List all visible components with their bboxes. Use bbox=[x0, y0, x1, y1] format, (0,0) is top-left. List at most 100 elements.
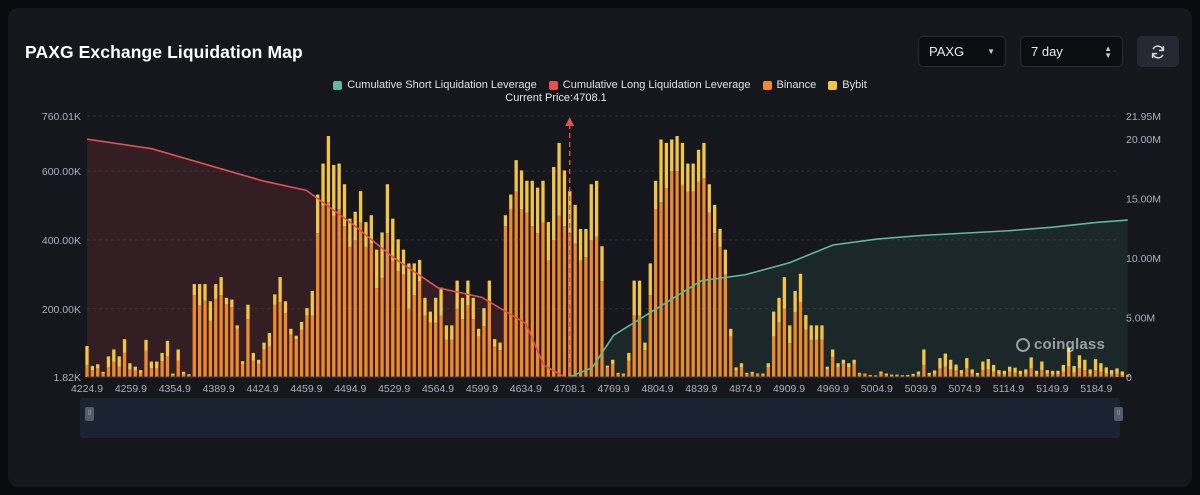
x-tick-label: 5074.9 bbox=[949, 383, 981, 395]
x-tick-label: 4494.9 bbox=[334, 383, 366, 395]
bar-binance bbox=[932, 373, 937, 377]
bar-binance bbox=[804, 329, 808, 377]
bar-binance bbox=[385, 233, 390, 377]
bar-bybit bbox=[761, 373, 765, 375]
bar-bybit bbox=[1002, 370, 1007, 375]
bar-binance bbox=[106, 367, 111, 377]
bar-binance bbox=[594, 236, 599, 377]
bar-bybit bbox=[1056, 370, 1060, 375]
symbol-select-value: PAXG bbox=[929, 44, 965, 59]
bar-bybit bbox=[868, 374, 872, 376]
bar-binance bbox=[723, 274, 728, 377]
bar-binance bbox=[310, 315, 314, 377]
bar-bybit bbox=[771, 311, 776, 337]
bar-bybit bbox=[1067, 347, 1071, 367]
bar-bybit bbox=[246, 304, 250, 320]
scroller-right-handle[interactable]: ll bbox=[1114, 407, 1123, 421]
bar-bybit bbox=[573, 204, 577, 244]
bar-bybit bbox=[932, 370, 937, 374]
bar-bybit bbox=[149, 361, 154, 369]
bar-bybit bbox=[605, 365, 610, 368]
legend-label: Binance bbox=[776, 79, 817, 91]
time-range-select[interactable]: 7 day ▲ ▼ bbox=[1020, 36, 1123, 67]
symbol-select[interactable]: PAXG ▼ bbox=[918, 36, 1006, 67]
bar-bybit bbox=[1024, 369, 1028, 374]
bar-bybit bbox=[755, 373, 760, 375]
bar-bybit bbox=[584, 228, 588, 258]
bar-bybit bbox=[621, 373, 626, 375]
bar-binance bbox=[884, 375, 888, 377]
bar-bybit bbox=[562, 170, 567, 227]
bar-bybit bbox=[498, 342, 502, 351]
bar-bybit bbox=[670, 139, 674, 172]
bar-binance bbox=[691, 191, 695, 377]
bar-binance bbox=[283, 312, 288, 377]
legend-item-short-leverage[interactable]: Cumulative Short Liquidation Leverage bbox=[333, 77, 537, 93]
bar-bybit bbox=[117, 356, 121, 367]
legend-item-binance[interactable]: Binance bbox=[762, 77, 817, 93]
legend-swatch bbox=[828, 80, 838, 90]
bar-binance bbox=[1083, 370, 1087, 377]
legend-label: Cumulative Short Liquidation Leverage bbox=[347, 79, 537, 91]
bar-binance bbox=[316, 233, 320, 377]
bar-binance bbox=[160, 361, 164, 377]
bar-binance bbox=[460, 319, 465, 377]
bar-binance bbox=[1099, 371, 1103, 377]
bar-bybit bbox=[729, 328, 733, 337]
bar-bybit bbox=[138, 370, 143, 373]
bar-bybit bbox=[230, 299, 234, 308]
scroller-left-handle[interactable]: ll bbox=[85, 407, 94, 421]
bar-binance bbox=[391, 260, 395, 377]
bar-bybit bbox=[316, 194, 320, 234]
bar-binance bbox=[1045, 373, 1049, 377]
bar-bybit bbox=[332, 164, 336, 216]
bar-bybit bbox=[659, 139, 663, 203]
bar-binance bbox=[380, 277, 384, 377]
bar-binance bbox=[396, 270, 400, 377]
bar-bybit bbox=[299, 321, 304, 330]
bar-binance bbox=[187, 375, 191, 377]
y-right-tick-label: 15.00M bbox=[1126, 194, 1161, 206]
bar-bybit bbox=[90, 365, 95, 371]
legend-item-long-leverage[interactable]: Cumulative Long Liquidation Leverage bbox=[548, 77, 751, 93]
legend-swatch bbox=[548, 80, 558, 90]
bar-binance bbox=[128, 369, 132, 377]
bar-binance bbox=[750, 373, 754, 377]
bar-binance bbox=[959, 373, 964, 377]
bar-bybit bbox=[653, 180, 658, 210]
y-left-tick-label: 1.82K bbox=[54, 372, 81, 384]
bar-bybit bbox=[187, 374, 191, 376]
x-tick-label: 4769.9 bbox=[598, 383, 630, 395]
bar-bybit bbox=[294, 335, 298, 340]
x-tick-label: 4839.9 bbox=[685, 383, 717, 395]
bar-binance bbox=[841, 363, 846, 377]
chart-range-scroller[interactable] bbox=[80, 398, 1120, 438]
bar-binance bbox=[235, 328, 239, 377]
bar-binance bbox=[299, 329, 304, 377]
bar-bybit bbox=[836, 363, 840, 368]
bar-binance bbox=[868, 375, 872, 377]
bar-bybit bbox=[423, 297, 427, 316]
bar-binance bbox=[771, 336, 776, 377]
short-leverage-line bbox=[569, 219, 1128, 378]
bar-binance bbox=[1008, 371, 1012, 377]
bar-binance bbox=[653, 209, 658, 377]
bar-binance bbox=[240, 363, 245, 377]
bar-binance bbox=[1018, 374, 1023, 377]
bar-binance bbox=[546, 260, 551, 377]
bar-binance bbox=[203, 300, 207, 377]
bar-bybit bbox=[1115, 368, 1119, 374]
bar-bybit bbox=[1126, 375, 1130, 377]
y-left-tick-label: 200.00K bbox=[42, 304, 81, 316]
bar-bybit bbox=[637, 280, 642, 316]
bar-bybit bbox=[927, 372, 931, 375]
refresh-button[interactable] bbox=[1137, 36, 1179, 67]
bar-binance bbox=[777, 322, 781, 377]
bar-bybit bbox=[112, 349, 116, 362]
bar-binance bbox=[503, 226, 508, 377]
bar-binance bbox=[208, 320, 213, 377]
x-tick-label: 4354.9 bbox=[159, 383, 191, 395]
bar-bybit bbox=[600, 246, 604, 282]
legend-item-bybit[interactable]: Bybit bbox=[828, 77, 867, 93]
